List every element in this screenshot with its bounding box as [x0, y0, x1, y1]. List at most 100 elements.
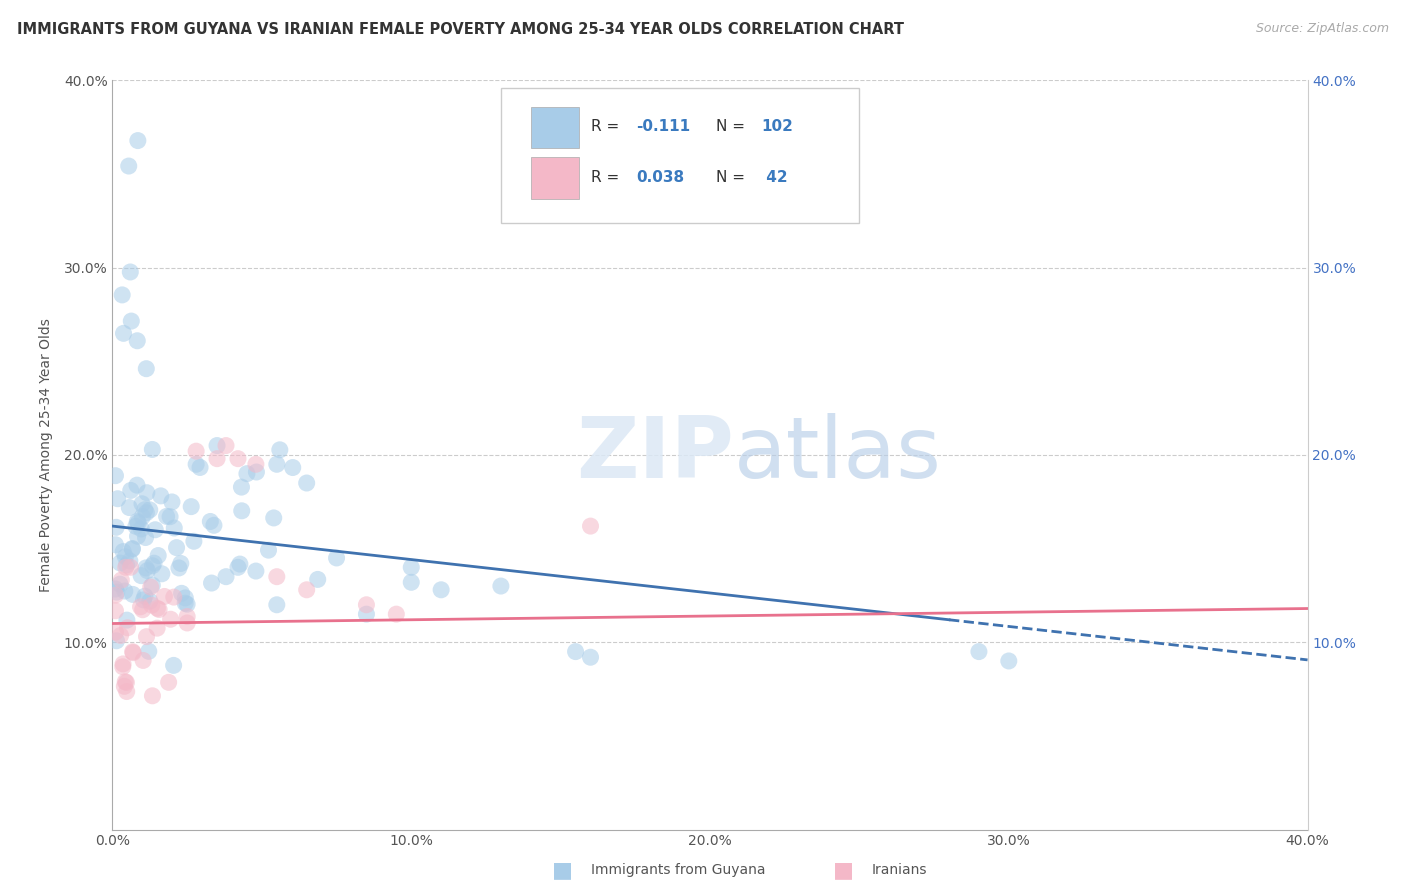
Point — [115, 684, 138, 698]
FancyBboxPatch shape — [531, 106, 579, 148]
Text: ■: ■ — [834, 860, 853, 880]
Point — [120, 560, 142, 574]
Point — [159, 509, 181, 524]
Point — [134, 502, 156, 516]
FancyBboxPatch shape — [501, 87, 859, 223]
Point — [163, 590, 186, 604]
Point — [162, 658, 184, 673]
Point — [174, 591, 197, 605]
Point — [146, 621, 169, 635]
Point — [115, 613, 138, 627]
Point — [112, 326, 135, 341]
Point — [307, 573, 329, 587]
Y-axis label: Female Poverty Among 25-34 Year Olds: Female Poverty Among 25-34 Year Olds — [38, 318, 52, 592]
Point — [117, 621, 139, 635]
Text: 0.038: 0.038 — [636, 170, 685, 186]
Point — [121, 541, 143, 556]
Point — [159, 612, 181, 626]
Text: N =: N = — [716, 170, 749, 186]
Point — [174, 596, 197, 610]
Point — [104, 588, 127, 602]
Point — [131, 522, 153, 536]
Point — [356, 607, 378, 621]
Point — [131, 497, 153, 511]
Point — [166, 541, 188, 555]
Point — [127, 516, 149, 530]
Point — [115, 558, 138, 572]
Point — [121, 587, 143, 601]
Point — [226, 451, 249, 466]
Point — [135, 361, 157, 376]
Text: atlas: atlas — [734, 413, 942, 497]
FancyBboxPatch shape — [531, 158, 579, 199]
Point — [205, 439, 228, 453]
Point — [153, 590, 176, 604]
Text: Source: ZipAtlas.com: Source: ZipAtlas.com — [1256, 22, 1389, 36]
Point — [111, 288, 134, 302]
Point — [245, 457, 267, 471]
Point — [134, 589, 156, 603]
Text: Iranians: Iranians — [872, 863, 927, 877]
Point — [121, 542, 143, 557]
Point — [139, 503, 162, 517]
Point — [141, 689, 163, 703]
Point — [176, 597, 198, 611]
Point — [115, 675, 138, 690]
Point — [143, 556, 166, 570]
Point — [121, 645, 143, 659]
Point — [105, 520, 128, 534]
Point — [120, 483, 142, 498]
Point — [114, 560, 136, 574]
Point — [157, 675, 180, 690]
Point — [489, 579, 512, 593]
Point — [266, 457, 288, 471]
Point — [108, 556, 131, 570]
Point — [110, 628, 132, 642]
Point — [257, 543, 280, 558]
Point — [245, 465, 267, 479]
Point — [183, 534, 205, 549]
Point — [120, 265, 142, 279]
Point — [188, 460, 211, 475]
Point — [579, 519, 602, 533]
Point — [125, 519, 148, 533]
Point — [150, 566, 173, 581]
Point — [120, 314, 142, 328]
Point — [401, 575, 423, 590]
Point — [967, 644, 990, 658]
Point — [155, 509, 177, 524]
Text: R =: R = — [591, 170, 624, 186]
Point — [148, 602, 170, 616]
Point — [200, 515, 222, 529]
Point — [114, 549, 136, 564]
Point — [148, 549, 170, 563]
Point — [231, 480, 253, 494]
Point — [226, 560, 249, 574]
Point — [146, 601, 169, 615]
Point — [107, 491, 129, 506]
Point — [180, 500, 202, 514]
Point — [104, 604, 127, 618]
Point — [325, 551, 347, 566]
Point — [564, 644, 586, 658]
Point — [163, 521, 186, 535]
Point — [112, 679, 135, 693]
Point — [579, 650, 602, 665]
Point — [104, 625, 127, 640]
Point — [104, 468, 127, 483]
Point — [295, 582, 318, 597]
Point — [141, 442, 163, 457]
Point — [245, 564, 267, 578]
Point — [105, 585, 128, 599]
Point — [127, 515, 149, 529]
Point — [269, 442, 291, 457]
Point — [132, 653, 155, 667]
Text: ■: ■ — [553, 860, 572, 880]
Text: N =: N = — [716, 120, 749, 134]
Point — [114, 674, 136, 689]
Point — [263, 511, 285, 525]
Point — [266, 570, 288, 584]
Point — [149, 489, 172, 503]
Text: IMMIGRANTS FROM GUYANA VS IRANIAN FEMALE POVERTY AMONG 25-34 YEAR OLDS CORRELATI: IMMIGRANTS FROM GUYANA VS IRANIAN FEMALE… — [17, 22, 904, 37]
Point — [401, 560, 423, 574]
